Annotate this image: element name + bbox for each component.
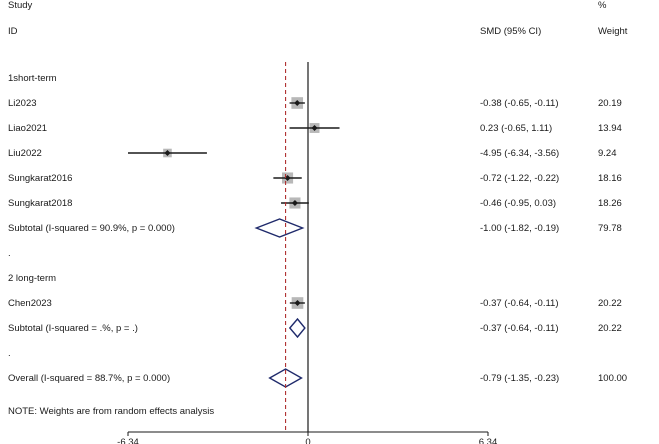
row-label: 2 long-term [8, 273, 56, 284]
row-label: . [8, 248, 11, 259]
point-estimate [164, 150, 171, 156]
weight-text: 100.00 [598, 373, 627, 384]
row-label: Li2023 [8, 98, 37, 109]
row-group: 1short-term [8, 73, 57, 84]
row-subtotal: Subtotal (I-squared = 90.9%, p = 0.000) -… [8, 218, 622, 238]
row-label: Chen2023 [8, 298, 52, 309]
weight-header: Weight [598, 26, 628, 37]
smd-header: SMD (95% CI) [480, 26, 541, 37]
subtotal-diamond [288, 317, 306, 339]
row-study: Sungkarat2016 -0.72 (-1.22, -0.22) 18.16 [8, 172, 622, 184]
row-study: Liao2021 0.23 (-0.65, 1.11) 13.94 [8, 123, 622, 134]
row-dot: . [8, 348, 11, 359]
row-study: Li2023 -0.38 (-0.65, -0.11) 20.19 [8, 97, 622, 109]
ci-text: -0.37 (-0.64, -0.11) [480, 323, 559, 334]
row-study: Chen2023 -0.37 (-0.64, -0.11) 20.22 [8, 297, 622, 309]
x-tick-label: 6.34 [479, 437, 498, 444]
ci-text: -0.46 (-0.95, 0.03) [480, 198, 556, 209]
row-subtotal: Subtotal (I-squared = .%, p = .) -0.37 (-… [8, 317, 622, 339]
ci-text: -4.95 (-6.34, -3.56) [480, 148, 559, 159]
weight-text: 13.94 [598, 123, 622, 134]
weight-text: 18.26 [598, 198, 622, 209]
study-rows: 1short-term Li2023 -0.38 (-0.65, -0.11) 20.… [8, 73, 627, 388]
row-label: Overall (I-squared = 88.7%, p = 0.000) [8, 373, 170, 384]
id-header: ID [8, 26, 18, 37]
weight-text: 18.16 [598, 173, 622, 184]
ci-text: -0.72 (-1.22, -0.22) [480, 173, 559, 184]
weight-text: 20.22 [598, 323, 622, 334]
row-study: Liu2022 -4.95 (-6.34, -3.56) 9.24 [8, 148, 617, 159]
footnote: NOTE: Weights are from random effects an… [8, 406, 214, 417]
percent-header: % [598, 0, 607, 11]
subtotal-diamond [254, 218, 305, 238]
row-study: Sungkarat2018 -0.46 (-0.95, 0.03) 18.26 [8, 197, 622, 209]
weight-text: 20.19 [598, 98, 622, 109]
ci-text: -0.37 (-0.64, -0.11) [480, 298, 559, 309]
ci-text: -0.79 (-1.35, -0.23) [480, 373, 559, 384]
row-label: Sungkarat2016 [8, 173, 72, 184]
study-header: Study [8, 0, 33, 11]
row-overall: Overall (I-squared = 88.7%, p = 0.000) -0… [8, 368, 627, 388]
ci-text: -0.38 (-0.65, -0.11) [480, 98, 559, 109]
point-estimate [294, 100, 301, 106]
row-dot: . [8, 248, 11, 259]
row-label: 1short-term [8, 73, 57, 84]
ci-text: 0.23 (-0.65, 1.11) [480, 123, 552, 134]
row-label: Liao2021 [8, 123, 47, 134]
row-label: . [8, 348, 11, 359]
overall-diamond [268, 368, 303, 388]
row-label: Liu2022 [8, 148, 42, 159]
weight-text: 20.22 [598, 298, 622, 309]
row-label: Sungkarat2018 [8, 198, 72, 209]
point-estimate [294, 300, 301, 306]
ci-text: -1.00 (-1.82, -0.19) [480, 223, 559, 234]
x-tick-label: -6.34 [117, 437, 139, 444]
row-label: Subtotal (I-squared = .%, p = .) [8, 323, 138, 334]
weight-text: 9.24 [598, 148, 617, 159]
point-estimate [311, 125, 318, 131]
weight-text: 79.78 [598, 223, 622, 234]
row-label: Subtotal (I-squared = 90.9%, p = 0.000) [8, 223, 175, 234]
row-group: 2 long-term [8, 273, 56, 284]
x-tick-label: 0 [305, 437, 310, 444]
point-estimate [291, 200, 298, 206]
